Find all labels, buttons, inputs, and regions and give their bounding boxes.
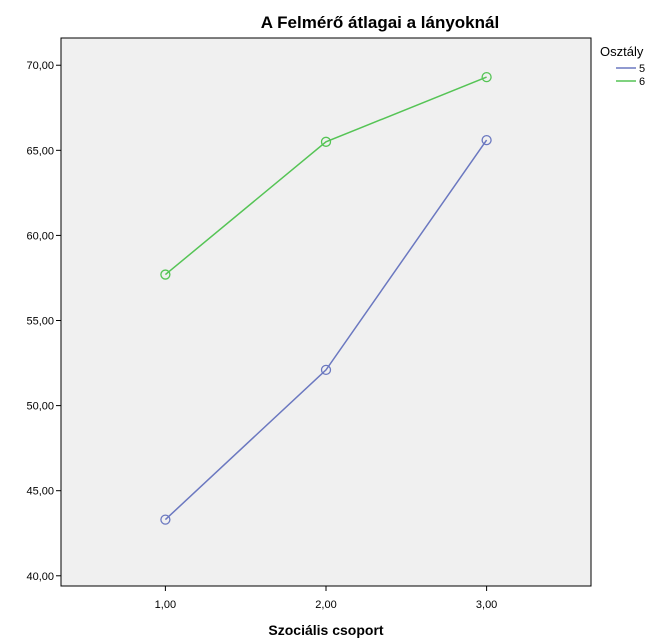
x-tick-label: 3,00 [476, 599, 497, 611]
y-tick-label: 60,00 [26, 230, 54, 242]
data-point-6 [481, 71, 492, 83]
x-tick-label: 1,00 [155, 599, 176, 611]
data-point-6 [160, 269, 171, 280]
legend: Osztály 56 [600, 44, 645, 88]
x-axis: 1,00 2,00 3,00 [155, 586, 497, 611]
data-point-5 [481, 134, 492, 146]
y-axis: 40,00 45,00 50,00 55,00 60,00 65,00 70,00 [26, 60, 61, 583]
x-tick-label: 2,00 [315, 599, 336, 611]
legend-label-6: 6 [639, 76, 645, 88]
data-point-5 [320, 364, 332, 376]
series-line-6 [164, 76, 487, 276]
y-tick-label: 55,00 [26, 316, 54, 328]
plot-area [60, 37, 592, 587]
y-tick-label: 45,00 [26, 486, 54, 498]
series-layer [160, 71, 492, 525]
data-point-6 [320, 136, 332, 147]
chart-title: A Felmérő átlagai a lányoknál [261, 13, 499, 32]
legend-title: Osztály [600, 44, 644, 59]
y-tick-label: 50,00 [26, 401, 54, 413]
legend-label-5: 5 [639, 63, 645, 75]
y-tick-label: 70,00 [26, 60, 54, 72]
x-axis-label: Szociális csoport [268, 622, 383, 638]
y-tick-label: 40,00 [26, 571, 54, 583]
y-tick-label: 65,00 [26, 145, 54, 157]
data-point-5 [160, 514, 171, 525]
series-line-5 [164, 139, 488, 521]
